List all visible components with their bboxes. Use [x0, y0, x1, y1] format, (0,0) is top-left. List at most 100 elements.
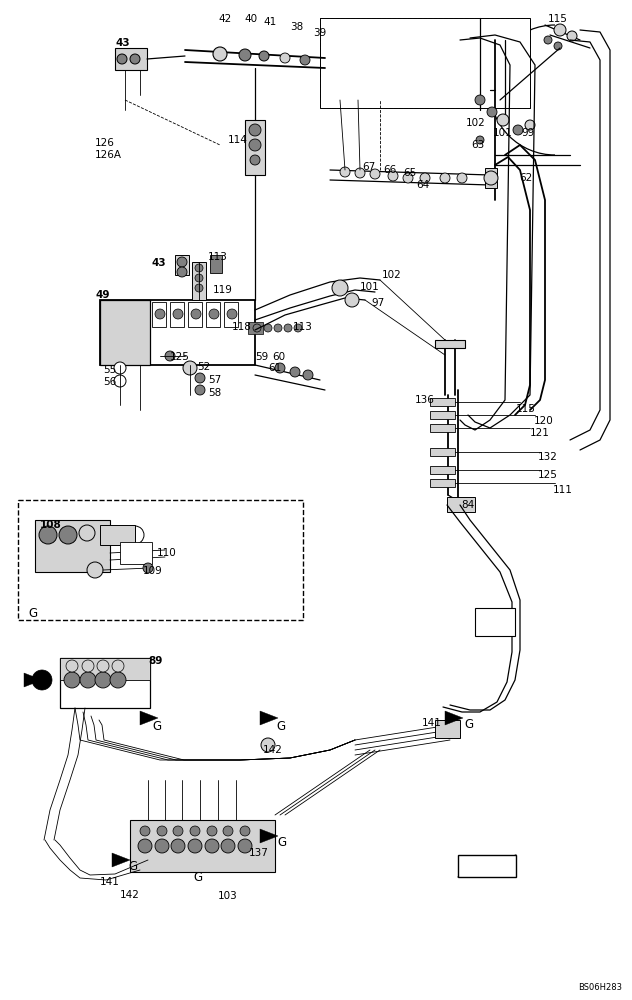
Text: BS06H283: BS06H283 [578, 983, 622, 992]
Circle shape [249, 139, 261, 151]
Circle shape [66, 660, 78, 672]
Circle shape [195, 274, 203, 282]
Bar [100, 525, 135, 545]
Bar [100, 300, 150, 365]
Circle shape [403, 173, 413, 183]
Text: 137: 137 [249, 848, 269, 858]
Text: 125: 125 [170, 352, 190, 362]
Text: 58: 58 [208, 388, 221, 398]
Text: 115: 115 [516, 404, 536, 414]
Circle shape [97, 660, 109, 672]
Circle shape [355, 168, 365, 178]
Circle shape [274, 324, 282, 332]
Circle shape [138, 839, 152, 853]
Text: 108: 108 [40, 520, 62, 530]
Text: 97: 97 [371, 298, 384, 308]
Circle shape [87, 562, 103, 578]
Bar [430, 479, 455, 487]
Text: 125: 125 [538, 470, 558, 480]
Text: G: G [277, 836, 286, 849]
Circle shape [177, 267, 187, 277]
Text: G: G [193, 871, 202, 884]
Circle shape [388, 171, 398, 181]
Text: G: G [152, 720, 161, 733]
Text: 66: 66 [383, 165, 396, 175]
Text: 60: 60 [272, 352, 285, 362]
Text: 141: 141 [422, 718, 442, 728]
Circle shape [130, 54, 140, 64]
Text: 111: 111 [553, 485, 573, 495]
Circle shape [525, 120, 535, 130]
Bar [245, 120, 265, 175]
Text: 119: 119 [213, 285, 233, 295]
Text: G: G [276, 720, 285, 733]
Bar [435, 720, 460, 738]
Bar [224, 302, 238, 327]
Text: 41: 41 [263, 17, 276, 27]
Circle shape [238, 839, 252, 853]
Circle shape [340, 167, 350, 177]
Text: 120: 120 [534, 416, 554, 426]
Text: 102: 102 [466, 118, 486, 128]
Polygon shape [112, 853, 130, 867]
Circle shape [567, 31, 577, 41]
Bar [115, 48, 147, 70]
Text: 103: 103 [218, 891, 238, 901]
Circle shape [195, 385, 205, 395]
Circle shape [253, 324, 261, 332]
Circle shape [95, 672, 111, 688]
Bar [120, 542, 152, 564]
Circle shape [457, 173, 467, 183]
Text: 43: 43 [152, 258, 167, 268]
Text: 38: 38 [290, 22, 303, 32]
Bar [60, 658, 150, 708]
Polygon shape [140, 711, 158, 725]
Text: 42: 42 [218, 14, 231, 24]
Circle shape [114, 362, 126, 374]
Circle shape [239, 49, 251, 61]
Text: 115: 115 [548, 14, 568, 24]
Text: 110: 110 [157, 548, 177, 558]
Text: 49: 49 [95, 290, 109, 300]
Text: 55: 55 [103, 365, 116, 375]
Text: 40: 40 [244, 14, 257, 24]
Text: 84: 84 [461, 500, 474, 510]
Circle shape [155, 839, 169, 853]
Bar [130, 820, 275, 872]
Circle shape [294, 324, 302, 332]
Text: 99: 99 [521, 128, 534, 138]
Circle shape [79, 525, 95, 541]
Text: 39: 39 [313, 28, 326, 38]
Polygon shape [260, 711, 278, 725]
Circle shape [32, 670, 52, 690]
Circle shape [207, 826, 217, 836]
Text: 59: 59 [255, 352, 268, 362]
Bar [188, 302, 202, 327]
Circle shape [191, 309, 201, 319]
Circle shape [183, 361, 197, 375]
Circle shape [487, 107, 497, 117]
Text: 126A: 126A [95, 150, 122, 160]
Bar [35, 520, 110, 572]
Circle shape [64, 672, 80, 688]
Text: 109: 109 [143, 566, 163, 576]
Bar [447, 497, 475, 512]
Text: G: G [28, 607, 37, 620]
Circle shape [280, 53, 290, 63]
Bar [430, 398, 455, 406]
Circle shape [290, 367, 300, 377]
Text: 63: 63 [471, 140, 484, 150]
Circle shape [223, 826, 233, 836]
Circle shape [264, 324, 272, 332]
Bar [320, 18, 530, 108]
Circle shape [554, 24, 566, 36]
Polygon shape [260, 829, 278, 843]
Circle shape [195, 284, 203, 292]
Circle shape [370, 169, 380, 179]
Text: 118: 118 [232, 322, 252, 332]
Circle shape [284, 324, 292, 332]
Circle shape [195, 373, 205, 383]
Circle shape [110, 672, 126, 688]
Text: 113: 113 [208, 252, 228, 262]
Bar [192, 262, 206, 300]
